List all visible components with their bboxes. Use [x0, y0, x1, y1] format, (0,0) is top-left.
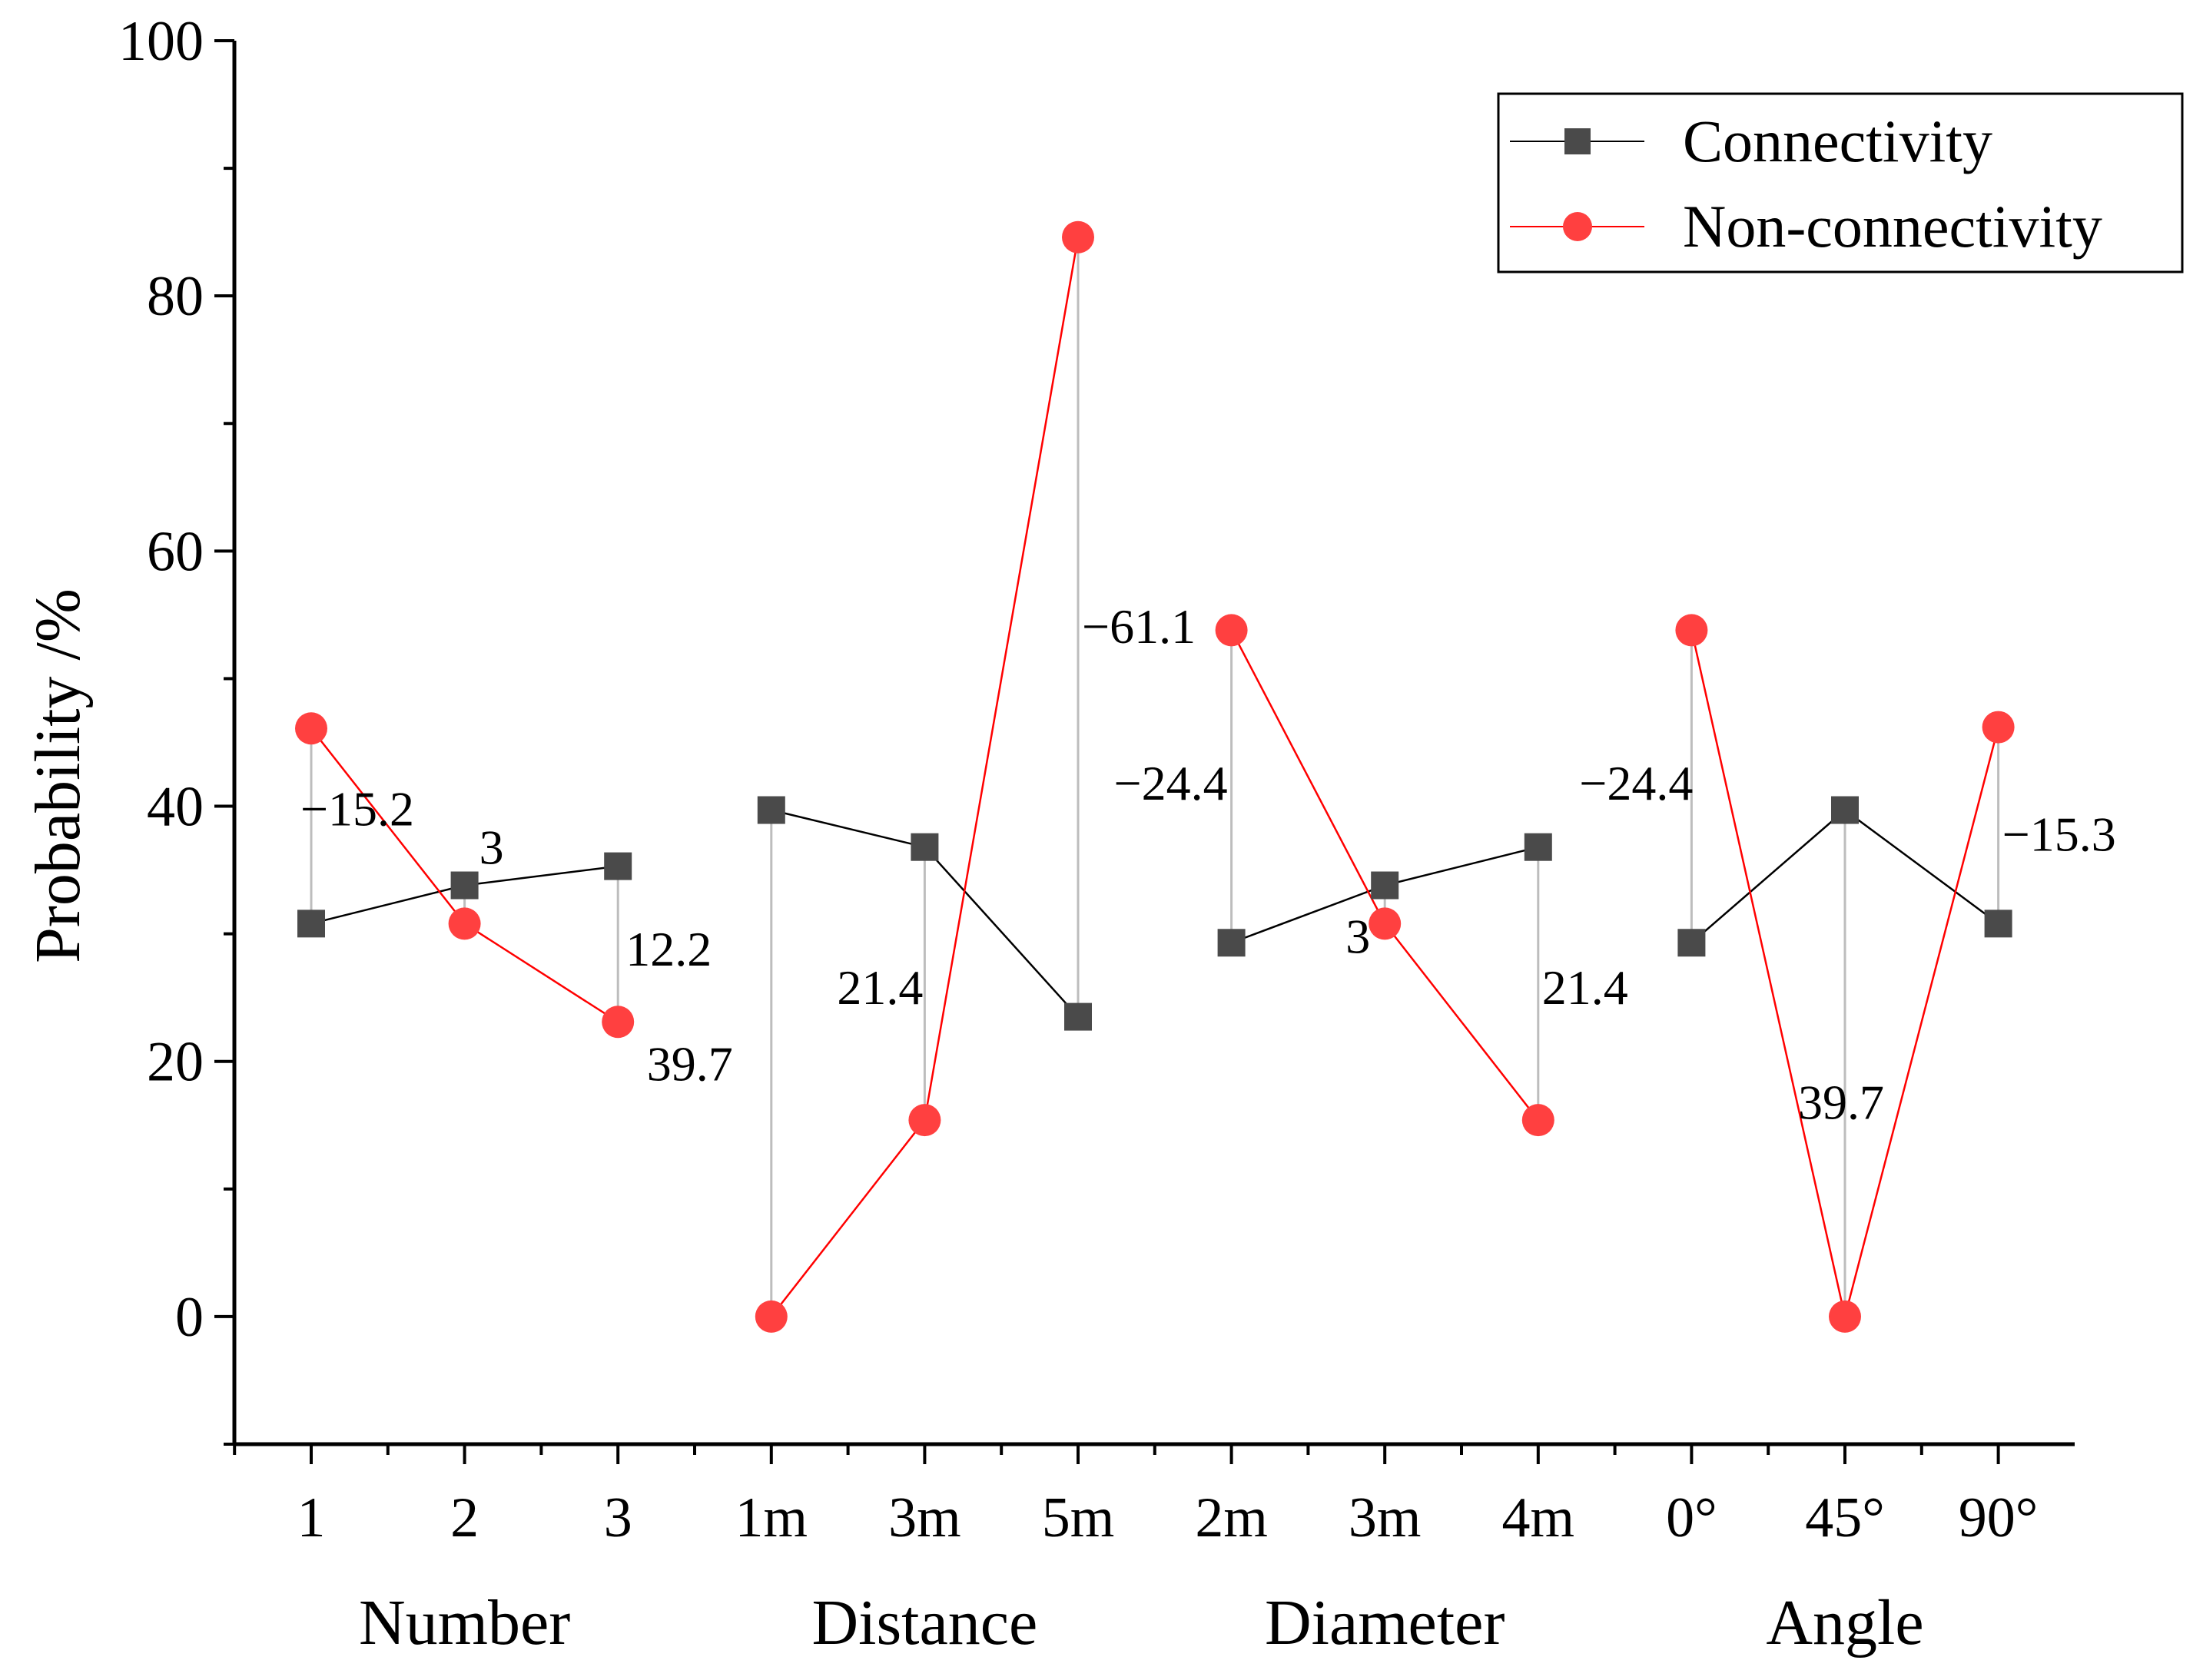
connectivity-point — [1371, 871, 1399, 900]
connectivity-point — [911, 833, 939, 861]
connectivity-point — [1524, 833, 1552, 861]
non-connectivity-point — [1982, 711, 2015, 744]
connectivity-point — [1064, 1002, 1092, 1031]
difference-lines — [310, 237, 2000, 1317]
connectivity-point — [297, 910, 325, 938]
x-group-label: Distance — [811, 1587, 1037, 1658]
y-tick-label: 60 — [147, 520, 204, 583]
y-tick-label: 100 — [118, 10, 204, 73]
legend-label-non-connectivity: Non-connectivity — [1683, 193, 2102, 260]
non-connectivity-point — [755, 1300, 788, 1333]
x-group-label: Angle — [1766, 1587, 1923, 1658]
legend-label-connectivity: Connectivity — [1683, 108, 1992, 174]
non-connectivity-point — [1215, 614, 1248, 647]
difference-label: −24.4 — [1114, 756, 1228, 810]
x-tick-label: 5m — [1042, 1486, 1115, 1549]
connectivity-point — [1217, 929, 1246, 957]
y-tick-label: 80 — [147, 265, 204, 328]
non-connectivity-point — [602, 1006, 635, 1039]
non-connectivity-point — [1829, 1300, 1861, 1333]
connectivity-point — [1984, 910, 2012, 938]
difference-label: 21.4 — [837, 960, 923, 1015]
difference-label: 12.2 — [625, 922, 712, 976]
difference-label: 3 — [1345, 910, 1370, 964]
legend: Connectivity Non-connectivity — [1497, 92, 2184, 273]
y-tick-label: 40 — [147, 776, 204, 839]
x-tick-label: 2m — [1195, 1486, 1268, 1549]
difference-label: 39.7 — [1798, 1075, 1884, 1129]
non-connectivity-point — [1369, 907, 1402, 940]
difference-label: 39.7 — [647, 1037, 733, 1092]
difference-label: −15.2 — [300, 781, 414, 836]
connectivity-point — [604, 852, 632, 880]
x-tick-label: 1 — [297, 1486, 326, 1549]
difference-labels: −15.2 3 12.2 39.7 21.4 −61.1 −24.4 3 21.4 −24.4 39… — [300, 599, 2116, 1130]
connectivity-point — [450, 871, 479, 900]
legend-marker-non-connectivity — [1563, 212, 1592, 241]
non-connectivity-point — [1675, 614, 1708, 647]
y-tick-label: 0 — [175, 1286, 204, 1349]
non-connectivity-point — [448, 907, 481, 940]
series-line-non-connectivity — [770, 237, 1080, 1317]
difference-label: 21.4 — [1542, 960, 1628, 1015]
x-tick-label: 3m — [888, 1486, 961, 1549]
x-tick-label: 45° — [1805, 1486, 1885, 1549]
difference-label: −24.4 — [1579, 756, 1693, 810]
non-connectivity-point — [908, 1104, 941, 1137]
series-markers — [295, 220, 2015, 1333]
non-connectivity-point — [295, 712, 327, 745]
x-tick-label: 2 — [450, 1486, 479, 1549]
legend-marker-connectivity — [1564, 128, 1591, 154]
connectivity-point — [1831, 796, 1859, 824]
connectivity-point — [757, 796, 785, 824]
difference-label: −15.3 — [2002, 807, 2116, 862]
x-tick-label: 3m — [1349, 1486, 1422, 1549]
y-axis-label: Probability /% — [22, 588, 94, 963]
x-tick-label: 1m — [735, 1486, 808, 1549]
non-connectivity-point — [1062, 220, 1094, 253]
x-tick-label: 90° — [1959, 1486, 2039, 1549]
non-connectivity-point — [1521, 1104, 1554, 1137]
x-group-label: Number — [359, 1587, 570, 1658]
x-tick-label: 4m — [1502, 1486, 1575, 1549]
difference-label: 3 — [479, 820, 504, 874]
y-tick-label: 20 — [147, 1031, 204, 1094]
x-tick-label: 0° — [1666, 1486, 1717, 1549]
difference-label: −61.1 — [1082, 599, 1196, 654]
x-group-label: Diameter — [1265, 1587, 1505, 1658]
legend-box — [1497, 92, 2184, 273]
axes: 0 20 40 60 80 100 1 2 3 1m 3m 5m 2m 3m 4m 0° 45° 90° Numbe… — [118, 10, 2075, 1658]
x-tick-label: 3 — [604, 1486, 632, 1549]
connectivity-point — [1677, 929, 1706, 957]
